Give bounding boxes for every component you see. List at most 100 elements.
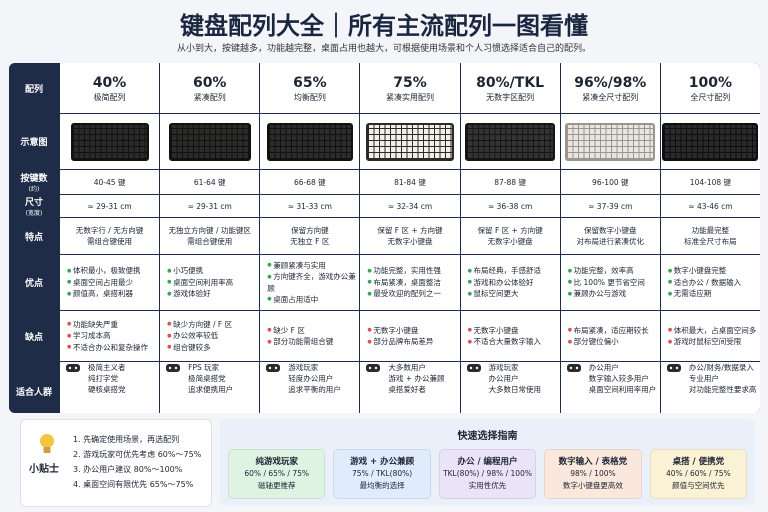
table-cell: ≈ 29-31 cm xyxy=(60,195,160,217)
subtitle: 从小到大，按键越多，功能越完整，桌面占用也越大，可根据使用场景和个人习惯选择适合… xyxy=(176,44,591,54)
cell-lines: 大多数用户 游戏 + 办公兼顾 桌搭爱好者 xyxy=(388,362,444,395)
guide-card: 桌搭 / 便携党 40% / 60% / 75% 颜值与空间优先 xyxy=(649,449,748,499)
comparison-table: 配列 40% 极简配列 60% 紧凑配列 65% 均衡配列 75% 紧凑实用配列 80%/TKL 无… xyxy=(9,63,760,413)
cell-line: 硬核桌搭党 xyxy=(88,385,126,394)
layout-name: 75% xyxy=(393,74,427,91)
row-label-note: (宽度) xyxy=(25,210,43,217)
cell-line: 布局紧凑，桌面整洁 xyxy=(367,277,441,289)
cell-line: 功能完整，实用性强 xyxy=(367,265,441,277)
guide-card-layouts: 98% / 100% xyxy=(570,469,616,478)
cell-line: 小巧便携 xyxy=(167,265,203,277)
cell-line: 游戏玩家 xyxy=(288,363,319,372)
keyboard-image xyxy=(565,122,656,161)
guide-card-note: 数字小键盘更高效 xyxy=(562,481,623,490)
row-label: 特点 xyxy=(9,218,59,254)
guide-card: 办公 / 编程用户 TKL(80%) / 98% / 100% 实用性优先 xyxy=(438,449,537,499)
cell-line: 标准全尺寸布局 xyxy=(684,237,737,246)
table-cell: 61-64 键 xyxy=(160,170,260,194)
row-label: 适合人群 xyxy=(9,362,59,413)
cell-line: 专业用户 xyxy=(688,374,719,383)
cell-line: 桌面空间占用最少 xyxy=(67,277,133,289)
cell-line: FPS 玩家 xyxy=(188,363,220,372)
table-cell: ≈ 29-31 cm xyxy=(160,195,260,217)
cell-line: 桌面空间利用率高 xyxy=(167,277,233,289)
row-label: 优点 xyxy=(9,255,59,310)
cell-line: 对功能完整性要求高 xyxy=(688,385,757,394)
table-cell: 无数字行 / 无方向键 需组合键使用 xyxy=(60,218,160,254)
cell-line: 对布局进行紧凑优化 xyxy=(576,237,645,246)
cell-line: 81-84 键 xyxy=(394,177,426,187)
cell-line: 功能缺失严重 xyxy=(67,319,118,331)
table-cell: ≈ 36-38 cm xyxy=(460,195,560,217)
cell-line: 需组合键使用 xyxy=(87,237,133,246)
table-cell: 游戏玩家 办公用户 大多数日常使用 xyxy=(460,362,560,413)
table-cell: 大多数用户 游戏 + 办公兼顾 桌搭爱好者 xyxy=(360,362,460,413)
cell-line: 颜值高，桌搭利器 xyxy=(67,288,133,300)
cell-line: ≈ 32-34 cm xyxy=(387,201,433,211)
guide-box: 快速选择指南 纯游戏玩家 60% / 65% / 75% 磁轴更推荐 游戏 + 办公兼… xyxy=(220,419,755,505)
cell-lines: FPS 玩家 极简桌搭党 追求便携用户 xyxy=(188,362,233,395)
table-cell: 小巧便携桌面空间利用率高游戏体验好 xyxy=(160,255,260,310)
cell-line: 大多数日常使用 xyxy=(488,385,542,394)
cell-line: 缺少 F 区 xyxy=(267,325,305,337)
cell-line: ≈ 43-46 cm xyxy=(688,201,733,211)
table-cell: 办公/财务/数据录入 专业用户 对功能完整性要求高 xyxy=(660,362,760,413)
guide-card-layouts: 75% / TKL(80%) xyxy=(352,469,413,478)
cell-line: 桌面空间利用率用户 xyxy=(588,385,657,394)
table-cell: 保留 F 区 + 方向键 无数字小键盘 xyxy=(360,218,460,254)
table-cell: 布局紧凑，适应期较长部分键位偏小 xyxy=(560,311,660,361)
row-label-text: 缺点 xyxy=(24,332,43,343)
cell-line: 需组合键使用 xyxy=(187,237,233,246)
bulb-icon xyxy=(40,434,54,453)
cell-line: ≈ 31-33 cm xyxy=(287,201,332,211)
table-cell: 缺少方向键 / F 区办公效率较低组合键较多 xyxy=(160,311,260,361)
cell-line: 适合办公 / 数据输入 xyxy=(668,277,741,289)
guide-card-title: 游戏 + 办公兼顾 xyxy=(350,457,415,467)
keyboard-image xyxy=(465,122,556,161)
table-cell: 无数字小键盘部分品牌布局差异 xyxy=(360,311,460,361)
guide-card-layouts: TKL(80%) / 98% / 100% xyxy=(443,469,532,478)
layout-desc: 均衡配列 xyxy=(293,92,326,102)
cell-lines: 办公用户 数字输入较多用户 桌面空间利用率用户 xyxy=(589,362,657,395)
cell-line: 部分品牌布局差异 xyxy=(367,336,433,348)
cell-line: 方向键齐全，游戏办公兼顾 xyxy=(267,271,359,294)
guide-card-title: 纯游戏玩家 xyxy=(255,457,298,467)
table-cell: 游戏玩家 轻度办公用户 追求平衡的用户 xyxy=(260,362,360,413)
tips-list: 1. 先确定使用场景，再选配列 2. 游戏玩家可优先考虑 60%～75% 3. 办公… xyxy=(73,432,201,492)
layout-name: 96%/98% xyxy=(574,74,647,91)
guide-card-title: 桌搭 / 便携党 xyxy=(672,457,725,467)
guide-card-title: 数字输入 / 表格党 xyxy=(558,457,628,467)
cell-line: 组合键较多 xyxy=(167,342,211,354)
layout-desc: 紧凑全尺寸配列 xyxy=(582,92,639,102)
cell-line: 部分键位偏小 xyxy=(568,336,619,348)
cell-line: 缺少方向键 / F 区 xyxy=(167,319,232,331)
cell-line: 保留数字小键盘 xyxy=(584,226,637,235)
layout-desc: 紧凑实用配列 xyxy=(385,92,434,102)
cell-line: ≈ 29-31 cm xyxy=(187,201,232,211)
cell-line: 无数字小键盘 xyxy=(387,237,433,246)
column-header: 80%/TKL 无数字区配列 xyxy=(460,63,560,113)
table-cell: 功能缺失严重学习成本高不适合办公和复杂操作 xyxy=(60,311,160,361)
table-cell: 66-68 键 xyxy=(260,170,360,194)
table-cell: ≈ 32-34 cm xyxy=(360,195,460,217)
cell-line: 无数字小键盘 xyxy=(367,325,418,337)
table-cell: 缺少 F 区部分功能需组合键 xyxy=(260,311,360,361)
cell-line: 追求便携用户 xyxy=(188,385,234,394)
cell-line: 无数字小键盘 xyxy=(468,325,519,337)
image-cell xyxy=(260,114,360,169)
guide-card: 纯游戏玩家 60% / 65% / 75% 磁轴更推荐 xyxy=(228,449,326,499)
cell-line: 鼠标空间更大 xyxy=(468,288,519,300)
column-header: 40% 极简配列 xyxy=(60,63,160,113)
cell-line: 87-88 键 xyxy=(494,177,526,187)
cell-line: 游戏 + 办公兼顾 xyxy=(388,374,445,383)
table-cell: 办公用户 数字输入较多用户 桌面空间利用率用户 xyxy=(560,362,660,413)
cell-line: 体积最小，极致便携 xyxy=(67,265,141,277)
layout-name: 100% xyxy=(688,74,733,91)
guide-card-note: 实用性优先 xyxy=(468,481,507,490)
layout-desc: 紧凑配列 xyxy=(193,92,226,102)
table-cell: 87-88 键 xyxy=(460,170,560,194)
cell-line: 无数字小键盘 xyxy=(487,237,533,246)
table-cell: 功能最完整 标准全尺寸布局 xyxy=(660,218,760,254)
cell-line: 数字输入较多用户 xyxy=(588,374,649,383)
